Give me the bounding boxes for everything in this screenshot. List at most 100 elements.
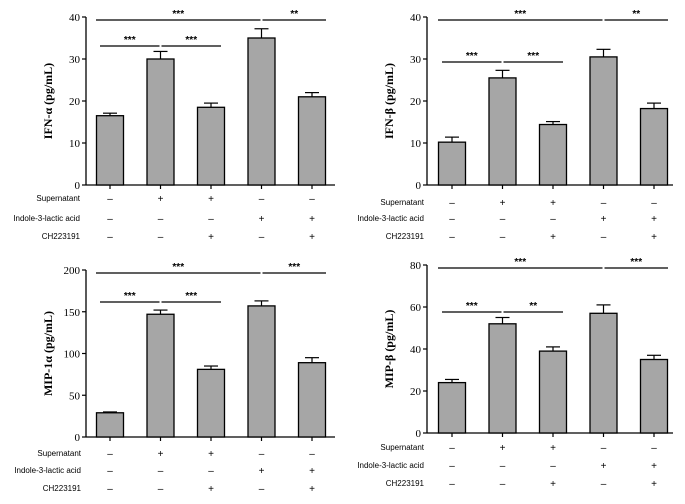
condition-symbol: +: [158, 449, 164, 460]
bar: [297, 362, 327, 438]
y-axis-label: IFN-α (pg/mL): [41, 63, 55, 139]
condition-symbol: –: [550, 461, 556, 472]
condition-row-label: Supernatant: [380, 443, 424, 452]
y-axis-label: MIP-1α (pg/mL): [41, 311, 55, 396]
condition-symbol: +: [651, 232, 657, 243]
condition-symbol: +: [259, 214, 265, 225]
bar: [146, 58, 175, 186]
significance-label: **: [290, 9, 298, 20]
y-tick-label: 40: [69, 12, 81, 24]
condition-symbol: +: [651, 214, 657, 225]
y-tick-label: 40: [410, 344, 422, 356]
condition-symbol: +: [309, 466, 315, 477]
significance-label: ***: [172, 9, 184, 20]
bar: [538, 123, 568, 186]
condition-symbol: +: [208, 232, 214, 243]
significance-label: ***: [288, 262, 300, 273]
condition-symbol: –: [259, 449, 265, 460]
significance-label: **: [529, 301, 537, 312]
bar: [247, 37, 276, 186]
y-tick-label: 80: [410, 260, 422, 272]
condition-symbol: +: [309, 232, 315, 243]
condition-symbol: –: [500, 479, 506, 490]
y-tick-label: 30: [69, 54, 81, 66]
significance-label: ***: [185, 291, 197, 302]
condition-symbol: +: [550, 479, 556, 490]
condition-symbol: +: [601, 461, 607, 472]
condition-symbol: +: [309, 484, 315, 495]
condition-symbol: –: [601, 198, 607, 209]
condition-row-label: Supernatant: [380, 198, 424, 207]
y-tick-label: 0: [75, 180, 81, 192]
condition-symbol: +: [208, 194, 214, 205]
bar: [437, 381, 467, 434]
bar: [639, 358, 669, 434]
condition-symbol: –: [651, 198, 657, 209]
condition-symbol: –: [500, 461, 506, 472]
condition-symbol: –: [208, 214, 214, 225]
condition-symbol: +: [208, 449, 214, 460]
y-tick-label: 60: [410, 302, 422, 314]
y-axis-label: IFN-β (pg/mL): [382, 63, 396, 139]
significance-label: ***: [185, 35, 197, 46]
condition-symbol: –: [208, 466, 214, 477]
condition-symbol: –: [158, 214, 164, 225]
condition-symbol: –: [309, 449, 315, 460]
condition-row-label: Indole-3-lactic acid: [357, 214, 424, 223]
y-tick-label: 0: [416, 180, 422, 192]
condition-symbol: –: [259, 194, 265, 205]
condition-symbol: +: [259, 466, 265, 477]
condition-symbol: +: [550, 232, 556, 243]
condition-symbol: –: [449, 461, 455, 472]
y-tick-label: 200: [64, 265, 81, 277]
condition-symbol: –: [601, 479, 607, 490]
chart-panel-3: 0 50 100 150 200 MIP-1α (pg/mL) *** *** *** *** Su…: [14, 262, 335, 495]
significance-label: ***: [172, 262, 184, 273]
condition-symbol: +: [309, 214, 315, 225]
condition-symbol: +: [601, 214, 607, 225]
significance-label: ***: [514, 257, 526, 268]
condition-symbol: –: [158, 232, 164, 243]
condition-symbol: –: [158, 484, 164, 495]
y-tick-label: 100: [64, 349, 81, 361]
condition-symbol: –: [449, 479, 455, 490]
condition-row-label: Supernatant: [36, 194, 80, 203]
y-axis-label: MIP-β (pg/mL): [382, 310, 396, 389]
y-tick-label: 20: [410, 386, 422, 398]
condition-row-label: CH223191: [386, 479, 425, 488]
condition-row-label: CH223191: [42, 232, 81, 241]
condition-symbol: –: [107, 484, 113, 495]
condition-symbol: +: [208, 484, 214, 495]
significance-label: ***: [527, 51, 539, 62]
condition-symbol: +: [500, 198, 506, 209]
condition-symbol: +: [651, 479, 657, 490]
condition-symbol: –: [107, 214, 113, 225]
condition-symbol: –: [107, 449, 113, 460]
condition-symbol: +: [500, 443, 506, 454]
significance-label: ***: [466, 301, 478, 312]
y-tick-label: 10: [69, 138, 81, 150]
bar: [95, 115, 125, 186]
bar: [95, 412, 125, 438]
y-tick-label: 0: [75, 432, 81, 444]
y-tick-label: 20: [69, 96, 81, 108]
condition-symbol: –: [500, 214, 506, 225]
condition-symbol: –: [107, 466, 113, 477]
bar: [488, 323, 517, 434]
significance-label: **: [632, 9, 640, 20]
condition-symbol: –: [107, 194, 113, 205]
condition-symbol: –: [601, 232, 607, 243]
condition-row-label: Indole-3-lactic acid: [13, 214, 80, 223]
bar: [437, 141, 467, 186]
condition-symbol: –: [449, 214, 455, 225]
condition-row-label: CH223191: [43, 484, 82, 493]
condition-symbol: –: [550, 214, 556, 225]
condition-symbol: –: [449, 198, 455, 209]
bar: [297, 96, 327, 186]
significance-label: ***: [124, 291, 136, 302]
bar: [589, 312, 618, 434]
condition-symbol: –: [107, 232, 113, 243]
significance-label: ***: [124, 35, 136, 46]
